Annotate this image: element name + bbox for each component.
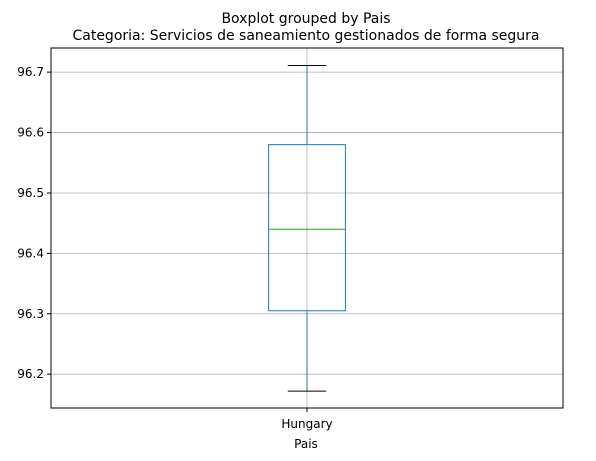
- iqr-box: [268, 144, 346, 312]
- axis-ticks: 96.2 96.3 96.4 96.5 96.6 96.7 Hungary: [17, 65, 332, 431]
- chart-title: Categoria: Servicios de saneamiento gest…: [72, 28, 539, 44]
- x-axis-label: Pais: [294, 437, 318, 451]
- y-tick-label: 96.3: [17, 307, 44, 321]
- y-tick-label: 96.6: [17, 126, 44, 140]
- x-tick-label: Hungary: [281, 417, 332, 431]
- y-tick-label: 96.2: [17, 367, 44, 381]
- boxes: [268, 65, 346, 392]
- y-tick-label: 96.7: [17, 65, 44, 79]
- y-tick-label: 96.4: [17, 246, 44, 260]
- y-tick-label: 96.5: [17, 186, 44, 200]
- chart-suptitle: Boxplot grouped by Pais: [221, 11, 390, 27]
